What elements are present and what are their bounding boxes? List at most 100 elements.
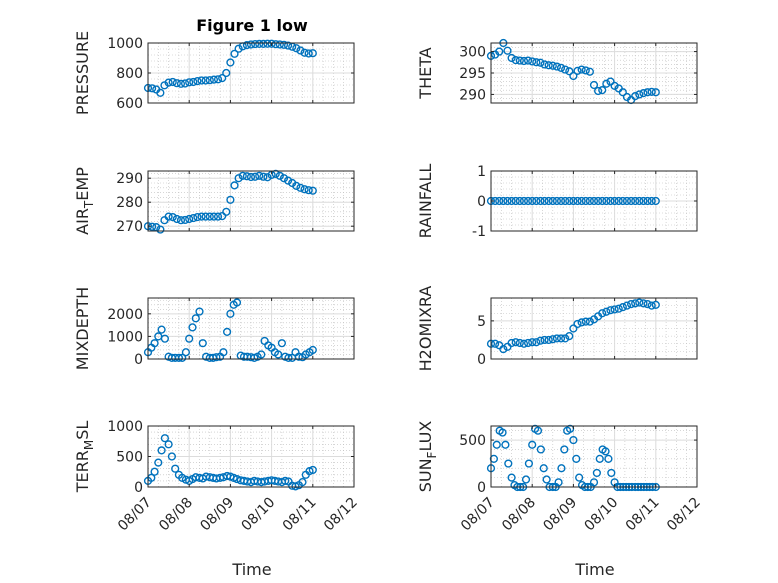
data-point <box>168 212 177 222</box>
axes-box <box>490 425 698 488</box>
data-point <box>585 317 594 326</box>
data-point <box>176 79 186 88</box>
y-label-main: SUN <box>416 458 435 492</box>
data-point <box>595 454 604 463</box>
data-point <box>585 196 594 206</box>
data-point <box>168 77 177 87</box>
data-point <box>581 66 590 75</box>
data-point <box>557 464 566 473</box>
y-axis-label: AIRTEMP <box>73 167 96 235</box>
x-tick-label: 08/09 <box>197 495 237 535</box>
data-point <box>205 212 214 221</box>
axes-box <box>490 297 698 360</box>
data-point <box>544 61 553 70</box>
data-point <box>523 196 533 206</box>
data-point <box>569 435 578 445</box>
x-tick-label: 08/12 <box>321 495 361 535</box>
data-point <box>242 172 251 181</box>
panel-8: 0 500 08/07 08/08 08/09 08/10 08/11 08/12 SUNFLU… <box>416 421 704 535</box>
data-point <box>277 339 287 348</box>
data-point <box>185 78 194 87</box>
data-point <box>226 195 235 204</box>
y-tick-label: 800 <box>116 66 143 82</box>
y-label-main: RAINFALL <box>416 164 435 239</box>
data-point <box>533 426 543 435</box>
data-point <box>226 309 235 318</box>
panel-1: 600 800 1000 PRESSURE <box>73 31 355 115</box>
data-point <box>565 67 574 76</box>
data-point <box>255 171 264 180</box>
data-point <box>222 68 231 78</box>
data-point <box>504 459 513 468</box>
data-point <box>507 338 516 348</box>
data-point <box>150 467 159 476</box>
data-point <box>176 216 186 225</box>
data-point <box>577 318 586 327</box>
data-point <box>495 47 504 56</box>
y-axis-label: PRESSURE <box>73 31 92 115</box>
data-point <box>540 60 549 69</box>
data-point <box>242 40 251 50</box>
data-point <box>631 92 640 101</box>
y-tick-label: 500 <box>459 433 486 449</box>
y-label-main: THETA <box>416 47 435 99</box>
data-point <box>577 196 586 206</box>
data-point <box>222 207 231 216</box>
y-tick-label: 1000 <box>107 419 143 435</box>
xlabel-left: Time <box>231 560 271 579</box>
data-point <box>602 196 611 206</box>
data-point <box>610 196 619 206</box>
data-point <box>507 53 516 63</box>
data-point <box>498 428 507 437</box>
data-point <box>284 353 293 362</box>
data-point <box>213 75 223 84</box>
data-point <box>573 319 582 329</box>
data-point <box>614 304 623 313</box>
data-point <box>294 352 303 361</box>
data-point <box>283 41 293 50</box>
data-point <box>156 225 165 234</box>
data-point <box>635 90 644 99</box>
data-point <box>298 478 307 487</box>
data-point <box>548 335 557 344</box>
data-point <box>554 478 563 487</box>
xlabel-right: Time <box>574 560 614 579</box>
panel-5: 0 1000 2000 MIXDEPTH <box>73 287 355 370</box>
data-point <box>528 440 537 449</box>
y-tick-label: 290 <box>116 171 143 187</box>
data-point <box>300 185 309 194</box>
data-point <box>565 196 574 206</box>
y-tick-label: 0 <box>134 352 143 368</box>
data-point <box>552 62 562 71</box>
data-point <box>643 196 652 206</box>
data-point <box>521 475 531 484</box>
data-point <box>255 39 264 49</box>
y-tick-label: 500 <box>116 450 143 466</box>
data-point <box>511 196 520 206</box>
data-point <box>259 39 268 49</box>
data-point <box>296 46 305 55</box>
y-tick-label: 1 <box>477 164 486 180</box>
data-point <box>201 76 210 85</box>
figure-title: Figure 1 low <box>196 16 308 35</box>
data-point <box>651 300 660 309</box>
data-point <box>647 87 656 96</box>
data-point <box>189 77 198 87</box>
data-point <box>635 196 644 206</box>
x-tick-label: 08/10 <box>239 495 279 535</box>
data-point <box>532 338 541 347</box>
data-point <box>263 173 272 182</box>
data-point <box>205 76 214 85</box>
data-point <box>561 65 570 74</box>
x-tick-label: 08/11 <box>623 495 663 535</box>
data-point <box>622 196 632 206</box>
data-point <box>594 86 603 96</box>
y-axis-label: RAINFALL <box>416 164 435 239</box>
data-point <box>598 86 607 95</box>
x-tick-label: 08/10 <box>582 495 622 535</box>
x-tick-label: 08/07 <box>458 495 498 535</box>
data-point <box>647 301 656 310</box>
data-point <box>507 196 516 206</box>
data-point <box>602 307 611 316</box>
series-markers <box>143 39 317 97</box>
